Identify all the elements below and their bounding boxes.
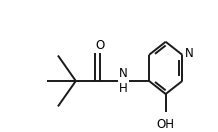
Text: O: O [95,39,104,52]
Text: N
H: N H [119,67,128,95]
Text: OH: OH [157,118,175,131]
Text: N: N [185,47,194,60]
